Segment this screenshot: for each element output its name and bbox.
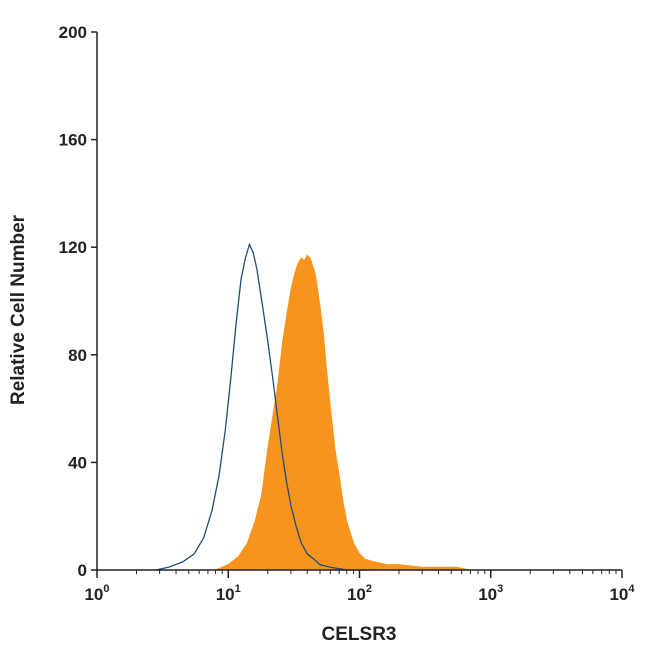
y-axis-ticks: 0 40 80 120 160 200 [59, 23, 97, 580]
y-tick-label: 0 [78, 561, 87, 580]
x-tick-label: 100 [84, 583, 109, 604]
y-tick-label: 160 [59, 131, 87, 150]
filled-histogram-series [215, 254, 471, 571]
y-tick-label: 40 [68, 453, 87, 472]
x-tick-exponent: 0 [103, 583, 109, 595]
x-tick-exponent: 3 [497, 583, 503, 595]
x-tick-base: 10 [216, 585, 235, 604]
x-tick-exponent: 1 [235, 583, 241, 595]
x-tick-exponent: 4 [628, 583, 635, 595]
outline-histogram-series [155, 242, 370, 571]
x-tick-base: 10 [609, 585, 628, 604]
x-tick-label: 102 [347, 583, 372, 604]
y-tick-label: 120 [59, 238, 87, 257]
x-tick-base: 10 [84, 585, 103, 604]
x-tick-base: 10 [478, 585, 497, 604]
x-tick-exponent: 2 [366, 583, 372, 595]
y-tick-label: 200 [59, 23, 87, 42]
x-tick-base: 10 [347, 585, 366, 604]
y-tick-label: 80 [68, 346, 87, 365]
x-tick-label: 103 [478, 583, 503, 604]
x-axis-ticks: 100 101 102 103 104 [84, 570, 635, 604]
y-axis-title: Relative Cell Number [8, 214, 29, 405]
histogram-marks [155, 242, 471, 571]
x-tick-label: 104 [609, 583, 635, 604]
x-axis-title: CELSR3 [322, 624, 397, 645]
x-tick-label: 101 [216, 583, 241, 604]
